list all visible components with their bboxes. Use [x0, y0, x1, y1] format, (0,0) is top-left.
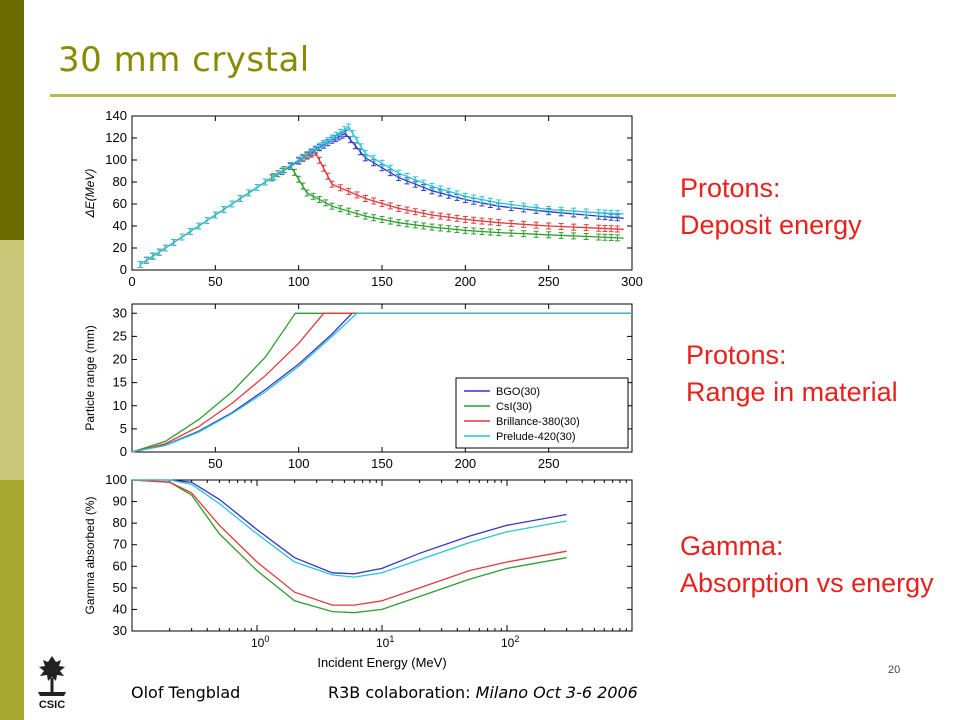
y-tick-label: 50 [113, 580, 127, 595]
y-tick-label: 120 [105, 130, 127, 145]
side-bar-mid [0, 480, 24, 720]
series-line [131, 312, 632, 453]
y-tick-label: 40 [113, 601, 127, 616]
x-tick-label: 0 [128, 274, 135, 289]
x-tick-label: 150 [371, 274, 393, 289]
legend-label: CsI(30) [496, 401, 532, 413]
series-line [131, 479, 567, 606]
footer-event-prefix: R3B colaboration: [328, 683, 476, 702]
logo-text: CSIC [39, 699, 65, 711]
y-tick-label: 100 [105, 152, 127, 167]
footer-event: R3B colaboration: Milano Oct 3-6 2006 [328, 683, 638, 702]
y-tick-label: 25 [113, 328, 127, 343]
footer-event-location: Milano Oct 3-6 2006 [475, 683, 638, 702]
side-bar-dark [0, 0, 24, 240]
caption-range: Protons: Range in material [686, 337, 898, 411]
chart-1: 0 20 40 60 80 100 120 140 0 50 100 150 200 250 300 ΔE(M… [83, 108, 643, 289]
page-number: 20 [888, 664, 901, 676]
y-tick-label: 30 [113, 623, 127, 638]
y-tick-label: 0 [120, 262, 127, 277]
series-line [132, 479, 567, 578]
side-bar-light [0, 240, 24, 480]
x-tick-label: 250 [538, 456, 560, 471]
series-line [131, 312, 632, 453]
y-axis-label: Particle range (mm) [83, 325, 97, 430]
series-line [131, 479, 567, 614]
y-axis-label: ΔE(MeV) [83, 169, 97, 219]
chart-2: 0 5 10 15 20 25 30 50 100 150 200 250 Particle range… [83, 303, 633, 471]
caption-deposit-line2: Deposit energy [680, 210, 862, 240]
footer-author: Olof Tengblad [131, 683, 241, 702]
series-line [132, 479, 567, 575]
legend: BGO(30) CsI(30) Brillance-380(30) Prelude-4… [455, 377, 629, 449]
legend-label: Brillance-380(30) [496, 416, 580, 428]
x-tick-label: 300 [621, 274, 643, 289]
y-tick-label: 60 [113, 558, 127, 573]
y-tick-label: 70 [113, 537, 127, 552]
y-tick-label: 80 [113, 174, 127, 189]
x-tick-label: 100 [288, 274, 310, 289]
y-tick-label: 100 [105, 472, 127, 487]
x-axis-label: Incident Energy (MeV) [317, 655, 446, 670]
series-line [131, 312, 632, 453]
plot-frame [131, 479, 633, 632]
caption-deposit-line1: Protons: [680, 173, 781, 203]
x-tick-exponent: 1 [389, 634, 394, 644]
y-tick-label: 10 [113, 398, 127, 413]
y-tick-label: 20 [113, 240, 127, 255]
x-tick-label: 200 [454, 456, 476, 471]
x-tick-label: 100 [288, 456, 310, 471]
y-tick-label: 80 [113, 515, 127, 530]
caption-gamma: Gamma: Absorption vs energy [680, 528, 934, 602]
y-tick-label: 15 [113, 375, 127, 390]
slide-title: 30 mm crystal [58, 40, 310, 80]
plot-frame [131, 115, 633, 271]
legend-label: Prelude-420(30) [496, 431, 576, 443]
x-tick-exponent: 0 [264, 634, 269, 644]
y-tick-label: 40 [113, 218, 127, 233]
csic-logo: CSIC [38, 656, 66, 711]
y-tick-label: 5 [120, 421, 127, 436]
y-tick-label: 60 [113, 196, 127, 211]
y-tick-label: 20 [113, 352, 127, 367]
y-tick-label: 90 [113, 494, 127, 509]
y-axis-label: Gamma absorbed (%) [83, 496, 97, 614]
y-tick-label: 0 [120, 444, 127, 459]
y-tick-label: 140 [105, 108, 127, 123]
caption-deposit: Protons: Deposit energy [680, 170, 862, 244]
caption-gamma-line1: Gamma: [680, 531, 784, 561]
y-tick-label: 30 [113, 305, 127, 320]
caption-gamma-line2: Absorption vs energy [680, 568, 934, 598]
x-tick-exponent: 2 [514, 634, 519, 644]
x-tick-label: 150 [371, 456, 393, 471]
caption-range-line2: Range in material [686, 377, 898, 407]
caption-range-line1: Protons: [686, 340, 787, 370]
legend-label: BGO(30) [496, 386, 540, 398]
x-tick-label: 50 [208, 274, 222, 289]
x-tick-label: 250 [538, 274, 560, 289]
title-rule [50, 94, 896, 97]
x-tick-label: 50 [208, 456, 222, 471]
x-tick-label: 200 [454, 274, 476, 289]
